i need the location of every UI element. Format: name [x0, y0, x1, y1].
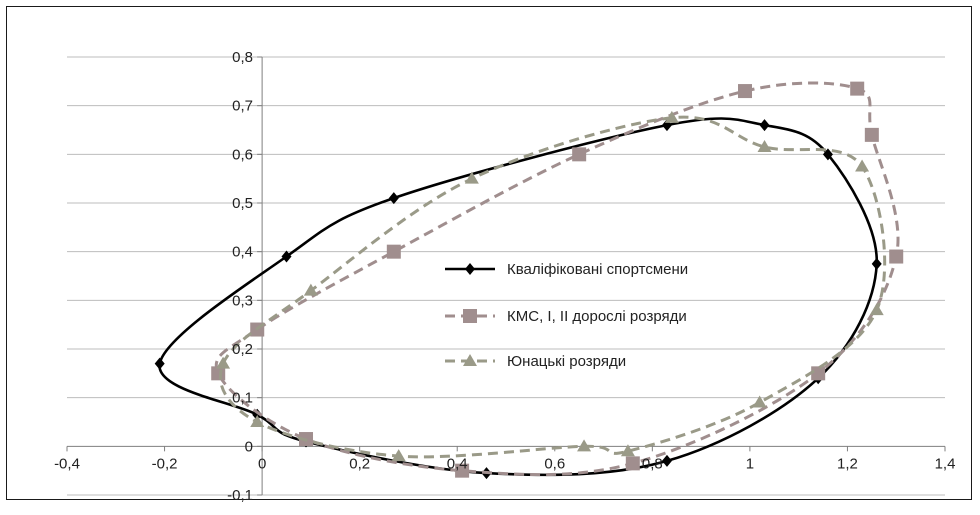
x-tick-label: -0,2: [152, 455, 178, 472]
x-tick-label: 0,2: [349, 455, 370, 472]
y-tick-label: 0,1: [232, 390, 253, 407]
data-point-diamond: [465, 263, 475, 275]
data-point-triangle: [216, 356, 231, 369]
y-tick-label: 0,2: [232, 341, 253, 358]
data-point-square: [455, 463, 470, 478]
y-tick-label: 0,4: [232, 244, 253, 261]
data-point-triangle: [855, 159, 870, 172]
data-point-triangle: [391, 449, 406, 462]
data-point-triangle: [664, 110, 679, 123]
data-point-square: [463, 309, 477, 323]
data-point-diamond: [661, 454, 672, 467]
legend-label: КМС, І, ІІ дорослі розряди: [507, 308, 687, 325]
x-tick-label: 1,4: [935, 455, 956, 472]
series-group: [211, 81, 904, 478]
chart-svg: -0,1 0 0,1 0,2 0,3 0,4 0,5 0,6 0,7 0,8 -0,4 -0,2 0 0,…: [54, 49, 955, 504]
data-point-triangle: [250, 415, 265, 427]
series-layer: [154, 81, 904, 480]
tick-labels: -0,1 0 0,1 0,2 0,3 0,4 0,5 0,6 0,7 0,8 -0,4 -0,2 0 0,…: [54, 49, 955, 504]
axes: [66, 56, 946, 496]
series-group: [154, 117, 882, 480]
x-tick-label: 0,8: [642, 455, 663, 472]
gridlines: [67, 56, 945, 496]
data-point-diamond: [388, 192, 399, 205]
y-tick-label: 0,5: [232, 195, 253, 212]
data-point-triangle: [464, 171, 479, 184]
data-point-diamond: [759, 119, 770, 132]
y-tick-label: 0,6: [232, 146, 253, 163]
data-point-square: [738, 84, 753, 99]
data-point-triangle: [303, 283, 318, 296]
chart-area: -0,1 0 0,1 0,2 0,3 0,4 0,5 0,6 0,7 0,8 -0,4 -0,2 0 0,…: [35, 29, 980, 515]
chart-frame: -0,1 0 0,1 0,2 0,3 0,4 0,5 0,6 0,7 0,8 -0,4 -0,2 0 0,…: [6, 6, 972, 504]
series-line: [214, 81, 900, 477]
x-tick-label: 1,2: [837, 455, 858, 472]
x-tick-label: 0,6: [544, 455, 565, 472]
data-point-square: [889, 249, 904, 264]
x-tick-label: 1: [746, 455, 754, 472]
data-point-triangle: [620, 444, 635, 457]
series-line: [158, 117, 879, 477]
data-point-diamond: [871, 257, 882, 270]
y-tick-label: 0,3: [232, 292, 253, 309]
data-point-square: [572, 147, 587, 162]
data-point-triangle: [577, 439, 592, 452]
x-tick-label: 0: [258, 455, 266, 472]
x-tick-label: 0,4: [447, 455, 468, 472]
data-point-square: [864, 127, 879, 142]
series-group: [216, 110, 887, 462]
data-point-triangle: [757, 140, 772, 153]
x-tick-label: -0,4: [54, 455, 80, 472]
data-point-square: [625, 456, 640, 471]
legend-label: Кваліфіковані спортсмени: [507, 261, 688, 278]
legend: Кваліфіковані спортсмени КМС, І, ІІ дорос…: [445, 261, 688, 370]
data-point-square: [811, 366, 826, 381]
data-point-diamond: [154, 357, 165, 370]
y-tick-label: 0,7: [232, 98, 253, 115]
data-point-triangle: [869, 303, 884, 316]
y-tick-label: -0,1: [227, 487, 253, 504]
data-point-square: [386, 244, 401, 259]
y-tick-label: 0,8: [232, 49, 253, 66]
legend-label: Юнацькі розряди: [507, 353, 626, 370]
data-point-diamond: [281, 250, 292, 263]
y-tick-label: 0: [245, 438, 253, 455]
data-point-triangle: [463, 354, 477, 366]
data-point-triangle: [752, 395, 767, 408]
data-point-square: [850, 81, 865, 96]
